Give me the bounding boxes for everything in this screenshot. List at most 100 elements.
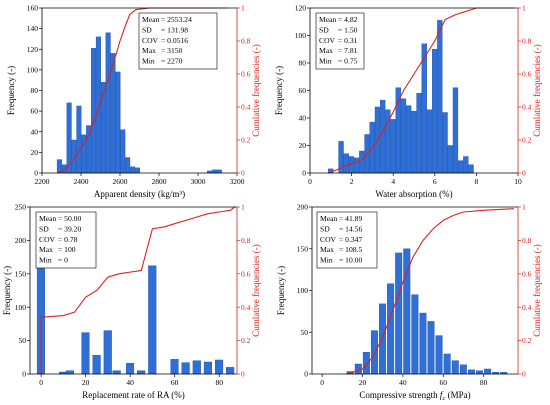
histogram-bar [137,370,146,375]
histogram-bar [467,369,475,375]
y2-tick-label: 0.8 [522,37,532,46]
stats-label: Mean [320,214,337,223]
chart-panel-2: 0 2 4 6 8 1002040608010012000.20.40.60.81Wate… [274,4,542,199]
stats-value: = 50.00 [58,214,81,223]
y2-tick-label: 0 [241,169,245,178]
stats-label: COV [320,235,337,244]
y-axis-label: Frequency (-) [6,66,16,115]
stats-label: Min [142,57,155,66]
y-tick-label: 120 [27,45,39,54]
y-tick-label: 50 [301,328,309,337]
histogram-bar [475,370,483,375]
x-tick-label: 2200 [35,177,50,186]
y-tick-label: 20 [299,141,307,150]
stats-box-frame [35,211,97,269]
y2-tick-label: 0 [522,169,526,178]
y2-tick-label: 1 [241,4,245,13]
x-tick-label: 3200 [230,177,245,186]
x-tick-label: 60 [171,378,179,387]
stats-value: = 0.31 [338,36,358,45]
stats-value: = 108.5 [339,245,362,254]
stats-label: COV [319,36,336,45]
stats-value: = 1.50 [338,25,358,34]
x-tick-label: 60 [440,378,448,387]
stats-box-frame [315,12,365,70]
y-tick-label: 40 [299,114,307,123]
y-tick-label: 100 [297,286,309,295]
cumulative-line [346,208,514,375]
histogram-bar [81,332,90,375]
stats-value: = 10.00 [339,256,362,265]
y2-tick-label: 1 [522,203,526,212]
stats-label: SD [39,224,49,233]
histogram-bar [437,20,443,174]
stats-value: = 39.20 [58,224,81,233]
y2-tick-label: 0.2 [241,336,251,345]
stats-label: Max [39,245,53,254]
histogram-bar [120,129,126,174]
stats-value: = 7.81 [338,46,358,55]
y2-tick-label: 0 [522,370,526,379]
x-tick-label: 80 [215,378,223,387]
chart-panel-4: 0 20 40 60 80 0 50 100 150 200 0 0.2 0.4 0.6 0.8 1 Compr… [276,203,542,402]
x-tick-label: 40 [126,378,134,387]
y2-tick-label: 0.6 [522,269,532,278]
y2-axis-label: Cumlative frequencies (-) [251,244,261,336]
stats-label: COV [142,36,159,45]
y-tick-label: 20 [31,148,39,157]
stats-value: = 0.0516 [161,36,188,45]
y-tick-label: 120 [295,4,307,13]
histogram-bar [125,157,131,174]
y2-tick-label: 0.2 [522,136,532,145]
histogram-bar [451,360,459,375]
histogram-bar [211,169,217,174]
y-tick-label: 100 [15,303,27,312]
stats-label: Max [142,46,156,55]
y-tick-label: 50 [19,336,27,345]
y2-tick-label: 0.4 [522,103,532,112]
y2-axis-label: Cumlative frequencies (-) [251,44,261,136]
x-tick-label: 2600 [113,177,128,186]
x-tick-label: 20 [82,378,90,387]
x-tick-label: 20 [359,378,367,387]
stats-value: = 2553.24 [161,15,192,24]
y2-tick-label: 0.6 [522,70,532,79]
cumulative-line [328,7,514,174]
histogram-bar [216,169,222,174]
stats-value: = 14.56 [339,224,362,233]
y2-tick-label: 0.6 [241,70,251,79]
y-tick-label: 160 [27,4,39,13]
y2-tick-label: 0.4 [241,303,251,312]
stats-label: Max [320,245,334,254]
stats-label: Mean [39,214,56,223]
y-tick-label: 100 [27,65,39,74]
histogram-bar [463,156,469,174]
x-tick-label: 4 [391,177,395,186]
stats-value: = 3150 [161,46,183,55]
y-axis-label: Frequency (-) [274,66,284,115]
stats-label: Mean [142,15,159,24]
x-tick-label: 3000 [191,177,206,186]
y-tick-label: 80 [299,59,307,68]
y-axis-label: Frequency (-) [276,266,286,315]
x-axis-label: Water absorption (%) [375,189,452,199]
y2-tick-label: 0.4 [241,103,251,112]
x-axis-label: Apparent density (kg/m³) [94,189,185,199]
x-axis-label: Compressive strength fc (MPa) [359,390,470,402]
histogram-bar [148,265,157,375]
histogram-bar [484,368,492,375]
histogram-bar [92,355,101,375]
histogram-bar [359,150,365,174]
stats-value: = 100 [58,245,76,254]
histogram-bar [192,360,201,375]
stats-label: COV [39,235,56,244]
y2-tick-label: 0.2 [241,136,251,145]
histogram-bar [419,312,427,375]
histogram-bar [112,370,121,375]
stats-label: SD [319,25,329,34]
y2-tick-label: 0 [241,370,245,379]
y-tick-label: 250 [15,203,27,212]
x-axis-label: Replacement rate of RA (%) [82,390,184,400]
